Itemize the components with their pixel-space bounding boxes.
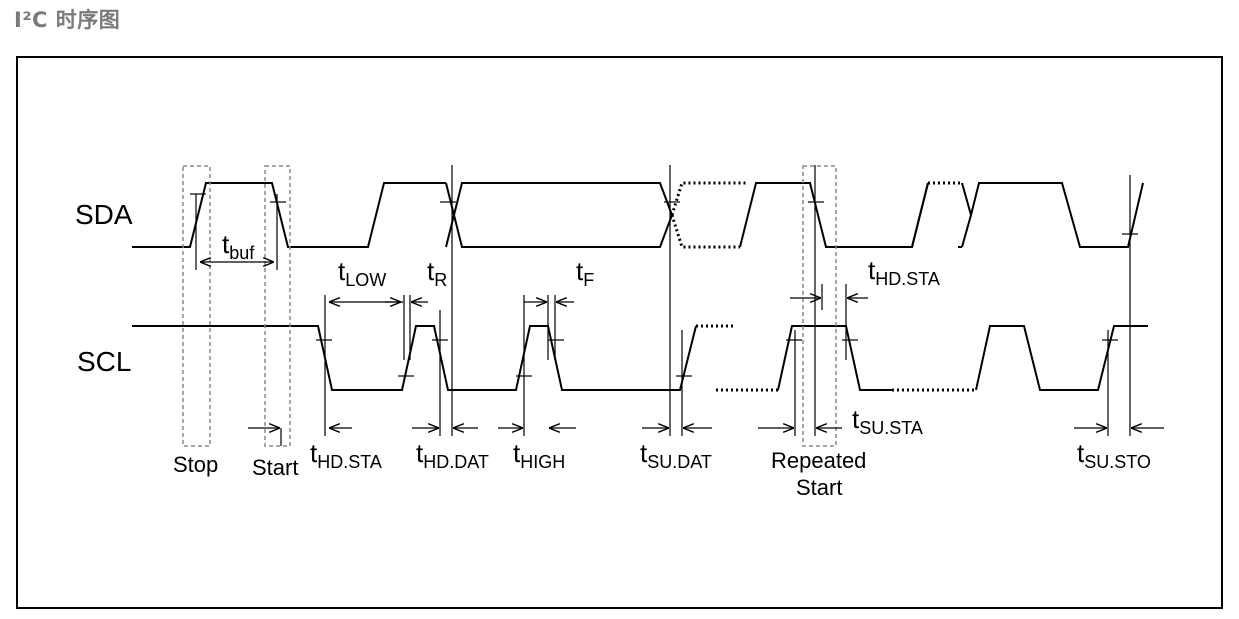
t-su-sta-label: tSU.STA xyxy=(852,404,923,438)
start-condition-box xyxy=(264,165,291,447)
t-high-label: tHIGH xyxy=(513,438,565,472)
crossing-ticks xyxy=(190,193,1138,377)
t-f-label: tF xyxy=(576,256,594,290)
t-hd-dat-label: tHD.DAT xyxy=(416,438,489,472)
page-title: I²C 时序图 xyxy=(14,8,121,32)
dimension-arrows xyxy=(200,262,1164,428)
sda-waveform xyxy=(132,181,1144,249)
sda-label: SDA xyxy=(75,199,133,230)
diagram-frame xyxy=(16,56,1223,609)
reference-lines xyxy=(195,165,1131,446)
repeated-start-label-line2: Start xyxy=(796,475,842,500)
t-r-label: tR xyxy=(427,256,447,290)
t-low-label: tLOW xyxy=(338,256,386,290)
stop-label: Stop xyxy=(173,452,218,477)
t-su-dat-label: tSU.DAT xyxy=(640,438,712,472)
repeated-start-condition-box xyxy=(802,165,837,447)
t-su-sto-label: tSU.STO xyxy=(1077,438,1151,472)
start-label: Start xyxy=(252,455,298,480)
t-hd-sta-top-label: tHD.STA xyxy=(868,255,940,289)
t-hd-sta-label: tHD.STA xyxy=(310,438,382,472)
repeated-start-label-line1: Repeated xyxy=(771,448,866,473)
scl-waveform xyxy=(132,324,1148,392)
scl-label: SCL xyxy=(77,346,131,377)
t-buf-label: tbuf xyxy=(222,229,255,263)
